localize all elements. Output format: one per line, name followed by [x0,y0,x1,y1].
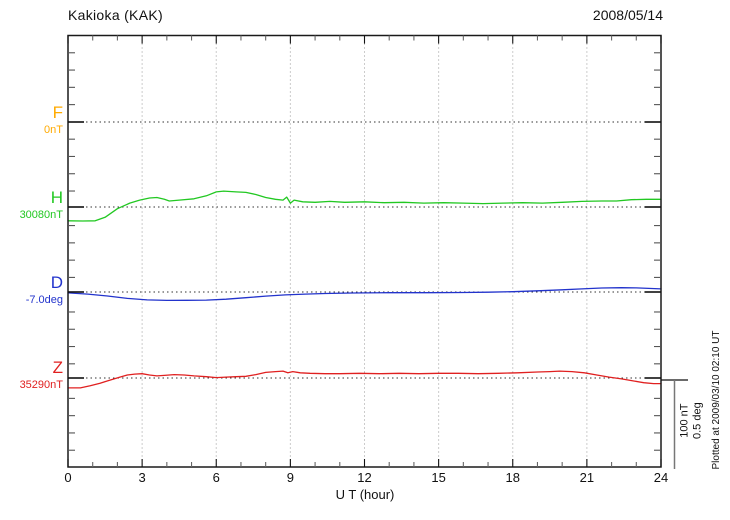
scale-bar-nt-label: 100 nT [678,403,691,438]
x-tick-label-21: 21 [579,470,595,485]
trace-baseline-z: 35290nT [19,379,63,391]
trace-letter-z: Z [52,358,63,377]
x-tick-label-9: 9 [286,470,294,485]
trace-baseline-f: 0nT [44,124,63,136]
trace-baseline-d: -7.0deg [25,294,63,306]
trace-label-d: D -7.0deg [0,274,63,306]
date-label: 2008/05/14 [592,7,663,23]
trace-d [67,287,662,302]
trace-label-h: H 30080nT [0,189,63,221]
trace-z [67,370,662,389]
x-tick-label-12: 12 [357,470,372,485]
x-tick-label-15: 15 [431,470,446,485]
page-title: Kakioka (KAK) [68,7,163,23]
trace-h [67,190,662,222]
scale-bar-deg-label: 0.5 deg [691,402,703,439]
x-tick-label-24: 24 [653,470,669,485]
trace-label-f: F 0nT [0,104,63,136]
x-tick-label-6: 6 [212,470,220,485]
plotted-at-timestamp: Plotted at 2009/03/10 02:10 UT [711,330,722,470]
x-tick-label-3: 3 [138,470,146,485]
scale-bar-label: 100 nT 0.5 deg [678,398,703,444]
x-axis-title: U T (hour) [335,487,395,502]
x-tick-label-18: 18 [505,470,520,485]
trace-label-z: Z 35290nT [0,359,63,391]
trace-letter-h: H [50,188,63,207]
trace-letter-f: F [52,103,63,122]
x-tick-label-0: 0 [64,470,72,485]
trace-baseline-h: 30080nT [19,209,63,221]
trace-letter-d: D [50,273,63,292]
